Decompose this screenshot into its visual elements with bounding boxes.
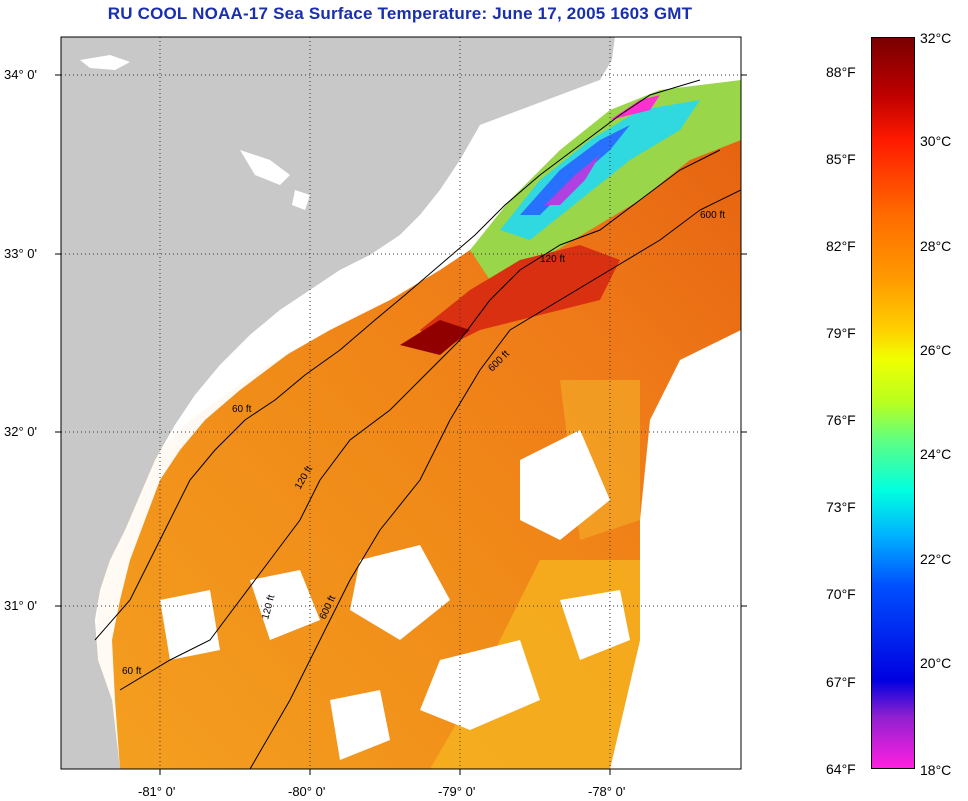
colorbar-c-label: 18°C	[920, 762, 952, 778]
colorbar-f-label: 88°F	[826, 64, 856, 80]
colorbar-f-label: 85°F	[826, 151, 856, 167]
colorbar-c-label: 20°C	[920, 655, 952, 671]
lat-tick-label: 34° 0'	[4, 67, 37, 82]
land-mass	[61, 37, 615, 769]
colorbar-c-label: 24°C	[920, 446, 952, 462]
colorbar-c-label: 28°C	[920, 238, 952, 254]
colorbar-c-label: 26°C	[920, 342, 952, 358]
map-frame	[60, 36, 742, 770]
graticule	[61, 37, 741, 769]
lon-tick-label: -78° 0'	[588, 784, 626, 799]
colorbar-f-label: 82°F	[826, 238, 856, 254]
isobath-label: 600 ft	[700, 210, 725, 221]
colorbar-f-label: 64°F	[826, 761, 856, 777]
isobath-lines	[94, 79, 741, 769]
lat-tick-label: 33° 0'	[4, 246, 37, 261]
colorbar-c-label: 22°C	[920, 551, 952, 567]
isobath-label: 60 ft	[232, 404, 252, 415]
lon-tick-label: -81° 0'	[138, 784, 176, 799]
lat-tick-label: 32° 0'	[4, 424, 37, 439]
colorbar-c-label: 32°C	[920, 30, 952, 46]
colorbar-f-label: 76°F	[826, 412, 856, 428]
colorbar-f-label: 79°F	[826, 325, 856, 341]
cloud-cover	[160, 430, 630, 760]
lon-tick-label: -80° 0'	[288, 784, 326, 799]
colorbar-f-label: 73°F	[826, 499, 856, 515]
colorbar-f-label: 67°F	[826, 674, 856, 690]
colorbar-f-label: 70°F	[826, 586, 856, 602]
colorbar-c-label: 30°C	[920, 133, 952, 149]
isobath-label: 60 ft	[122, 666, 142, 677]
lat-tick-label: 31° 0'	[4, 598, 37, 613]
temperature-colorbar	[871, 37, 915, 769]
warm-streak	[420, 245, 620, 350]
isobath-label: 120 ft	[540, 254, 565, 265]
lon-tick-label: -79° 0'	[438, 784, 476, 799]
map-title: RU COOL NOAA-17 Sea Surface Temperature:…	[107, 4, 693, 23]
